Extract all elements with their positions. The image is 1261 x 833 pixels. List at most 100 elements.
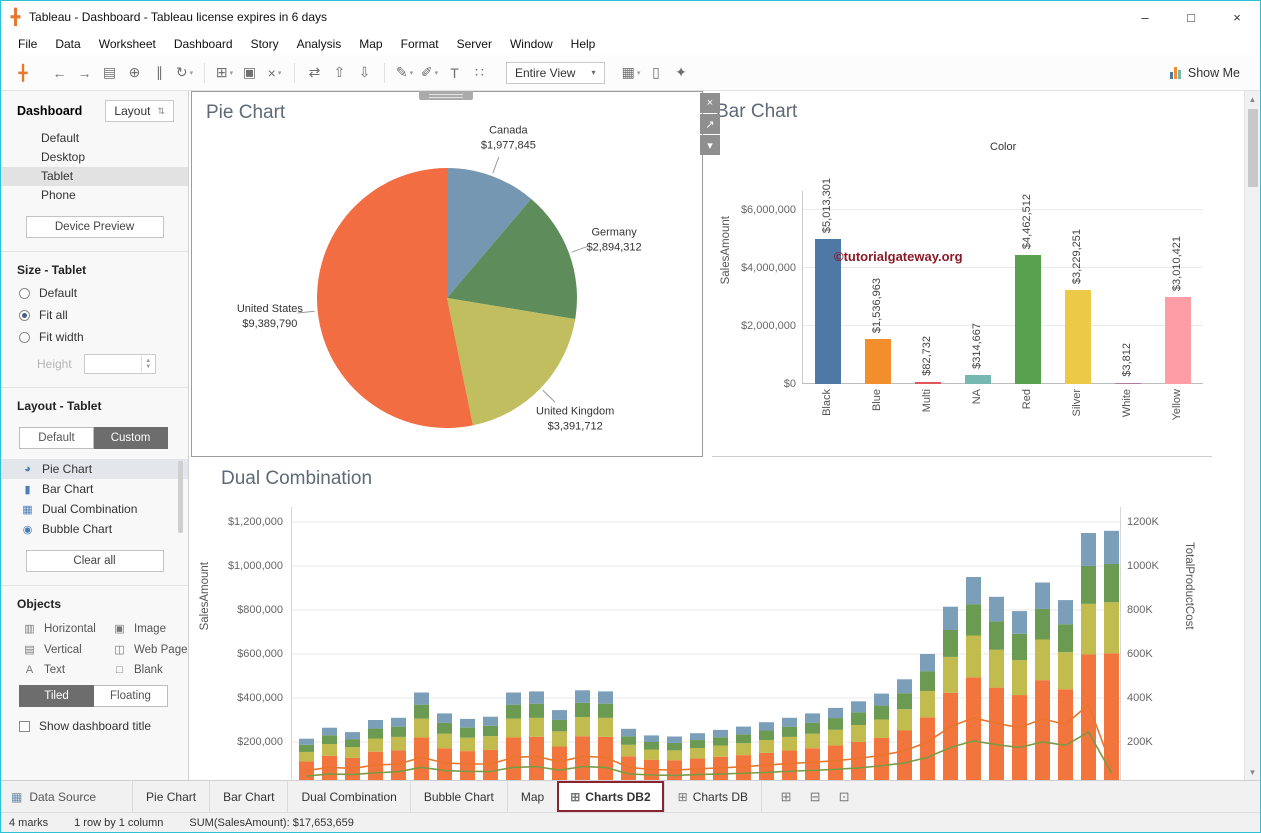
show-hide-cards-button[interactable]: ▦ xyxy=(619,61,644,85)
dual-bar-segment[interactable] xyxy=(575,717,590,737)
dual-bar-segment[interactable] xyxy=(759,752,774,780)
dual-bar-segment[interactable] xyxy=(598,703,613,718)
bar-mark[interactable] xyxy=(1165,296,1191,384)
dual-bar-segment[interactable] xyxy=(828,729,843,746)
device-item[interactable]: Phone xyxy=(41,188,76,202)
dual-bar-segment[interactable] xyxy=(1058,689,1073,780)
dual-bar-segment[interactable] xyxy=(1104,602,1119,654)
dual-bar-segment[interactable] xyxy=(782,717,797,727)
menu-item[interactable]: Help xyxy=(570,37,596,51)
dual-bar-segment[interactable] xyxy=(437,748,452,780)
go-to-sheet-button[interactable]: ↗ xyxy=(700,114,720,134)
bar-mark[interactable] xyxy=(1065,290,1091,384)
bar-mark[interactable] xyxy=(865,339,891,384)
bar-white[interactable]: $3,812 White xyxy=(1103,191,1153,417)
dual-bar-segment[interactable] xyxy=(460,737,475,752)
object-item[interactable]: ▤ Vertical xyxy=(23,643,113,657)
dual-bar-segment[interactable] xyxy=(805,748,820,780)
tab-dashboard[interactable]: Dashboard xyxy=(17,104,83,118)
dual-bar-segment[interactable] xyxy=(391,717,406,727)
dual-bar-segment[interactable] xyxy=(897,709,912,731)
dual-bar-segment[interactable] xyxy=(1081,603,1096,655)
size-option[interactable]: Fit all xyxy=(1,304,188,326)
dual-bar-segment[interactable] xyxy=(667,736,682,743)
sort-ascending-button[interactable]: ⇧ xyxy=(333,64,346,80)
dual-bar-segment[interactable] xyxy=(299,761,314,780)
dual-bar-segment[interactable] xyxy=(368,738,383,752)
dual-bar-segment[interactable] xyxy=(345,732,360,740)
device-item[interactable]: Default xyxy=(41,131,80,145)
object-mode-button[interactable]: Tiled xyxy=(19,685,94,707)
dual-bar-segment[interactable] xyxy=(805,722,820,734)
dual-bar-segment[interactable] xyxy=(529,703,544,718)
sheet-tab[interactable]: ⊞ Charts DB xyxy=(663,781,763,812)
dual-bar-segment[interactable] xyxy=(759,730,774,741)
dual-bar-segment[interactable] xyxy=(966,604,981,636)
undo-button[interactable]: ← xyxy=(52,64,67,81)
bar-silver[interactable]: $3,229,251 Silver xyxy=(1053,191,1103,417)
bar-black[interactable]: $5,013,301 Black xyxy=(803,178,853,416)
dual-bar-segment[interactable] xyxy=(943,692,958,780)
dual-bar-segment[interactable] xyxy=(460,727,475,738)
dual-bar-segment[interactable] xyxy=(414,718,429,738)
sheet-tab[interactable]: ⊞ Charts DB2 xyxy=(557,781,664,812)
dual-bar-segment[interactable] xyxy=(805,733,820,749)
dual-bar-segment[interactable] xyxy=(506,704,521,719)
pie-slice-united-states[interactable] xyxy=(316,168,473,428)
dual-bar-segment[interactable] xyxy=(1035,582,1050,609)
dual-bar-segment[interactable] xyxy=(1081,565,1096,604)
dual-bar-segment[interactable] xyxy=(851,725,866,742)
dual-bar-segment[interactable] xyxy=(506,718,521,738)
pie-slice-germany[interactable] xyxy=(447,198,577,320)
layout-mode-button[interactable]: Custom xyxy=(94,427,168,449)
menu-item[interactable]: Format xyxy=(400,37,439,51)
dual-bar-segment[interactable] xyxy=(437,733,452,749)
size-option[interactable]: Default xyxy=(1,282,188,304)
menu-item[interactable]: Data xyxy=(55,37,81,51)
format-links-button[interactable]: ✐ xyxy=(417,61,442,85)
dual-bar-segment[interactable] xyxy=(1104,653,1119,780)
dual-bar-segment[interactable] xyxy=(920,690,935,718)
spinner-arrows-icon[interactable]: ▲ ▼ xyxy=(140,355,155,373)
dual-bar-segment[interactable] xyxy=(391,750,406,780)
dual-bar-segment[interactable] xyxy=(1058,600,1073,625)
swap-axes-button[interactable]: ⇄ xyxy=(308,64,321,80)
close-button[interactable]: × xyxy=(1233,9,1241,25)
dual-bar-segment[interactable] xyxy=(713,745,728,757)
dual-bar-segment[interactable] xyxy=(299,738,314,745)
menu-item[interactable]: File xyxy=(18,37,38,51)
menu-item[interactable]: Map xyxy=(359,37,383,51)
dual-bar-segment[interactable] xyxy=(1012,660,1027,696)
dual-bar-segment[interactable] xyxy=(759,740,774,753)
dual-bar-segment[interactable] xyxy=(897,693,912,710)
show-dashboard-title-option[interactable]: Show dashboard title xyxy=(1,707,188,733)
dual-bar-segment[interactable] xyxy=(322,727,337,736)
height-input[interactable]: ▲ ▼ xyxy=(83,354,156,374)
data-source-tab[interactable]: ▦ Data Source xyxy=(7,781,110,812)
fit-selector[interactable]: Entire View ▾ xyxy=(506,61,605,84)
dual-bar-segment[interactable] xyxy=(989,621,1004,650)
dual-bar-segment[interactable] xyxy=(1104,563,1119,603)
dual-bar-segment[interactable] xyxy=(736,743,751,756)
dual-bar-segment[interactable] xyxy=(575,690,590,703)
zone-drag-handle[interactable] xyxy=(419,91,473,100)
bar-na[interactable]: $314,667 NA xyxy=(953,191,1003,404)
dual-bar-segment[interactable] xyxy=(483,725,498,737)
dual-bar-segment[interactable] xyxy=(644,735,659,742)
object-item[interactable]: □ Blank xyxy=(113,664,188,676)
dual-bar-segment[interactable] xyxy=(506,737,521,780)
minimize-button[interactable]: – xyxy=(1141,9,1149,25)
dual-bar-segment[interactable] xyxy=(414,692,429,705)
dual-bar-segment[interactable] xyxy=(874,719,889,738)
dual-bar-segment[interactable] xyxy=(874,693,889,706)
dual-bar-segment[interactable] xyxy=(391,736,406,751)
dual-bar-segment[interactable] xyxy=(943,630,958,657)
dual-bar-segment[interactable] xyxy=(322,744,337,756)
dual-bar-segment[interactable] xyxy=(828,707,843,719)
show-me-button[interactable]: Show Me xyxy=(1169,66,1248,80)
bar-mark[interactable] xyxy=(1115,383,1141,384)
zone-list-scrollbar[interactable] xyxy=(178,461,183,533)
dual-bar-segment[interactable] xyxy=(989,687,1004,780)
presentation-mode-button[interactable]: ▯ xyxy=(652,64,660,80)
dual-line-2[interactable] xyxy=(306,731,1113,777)
